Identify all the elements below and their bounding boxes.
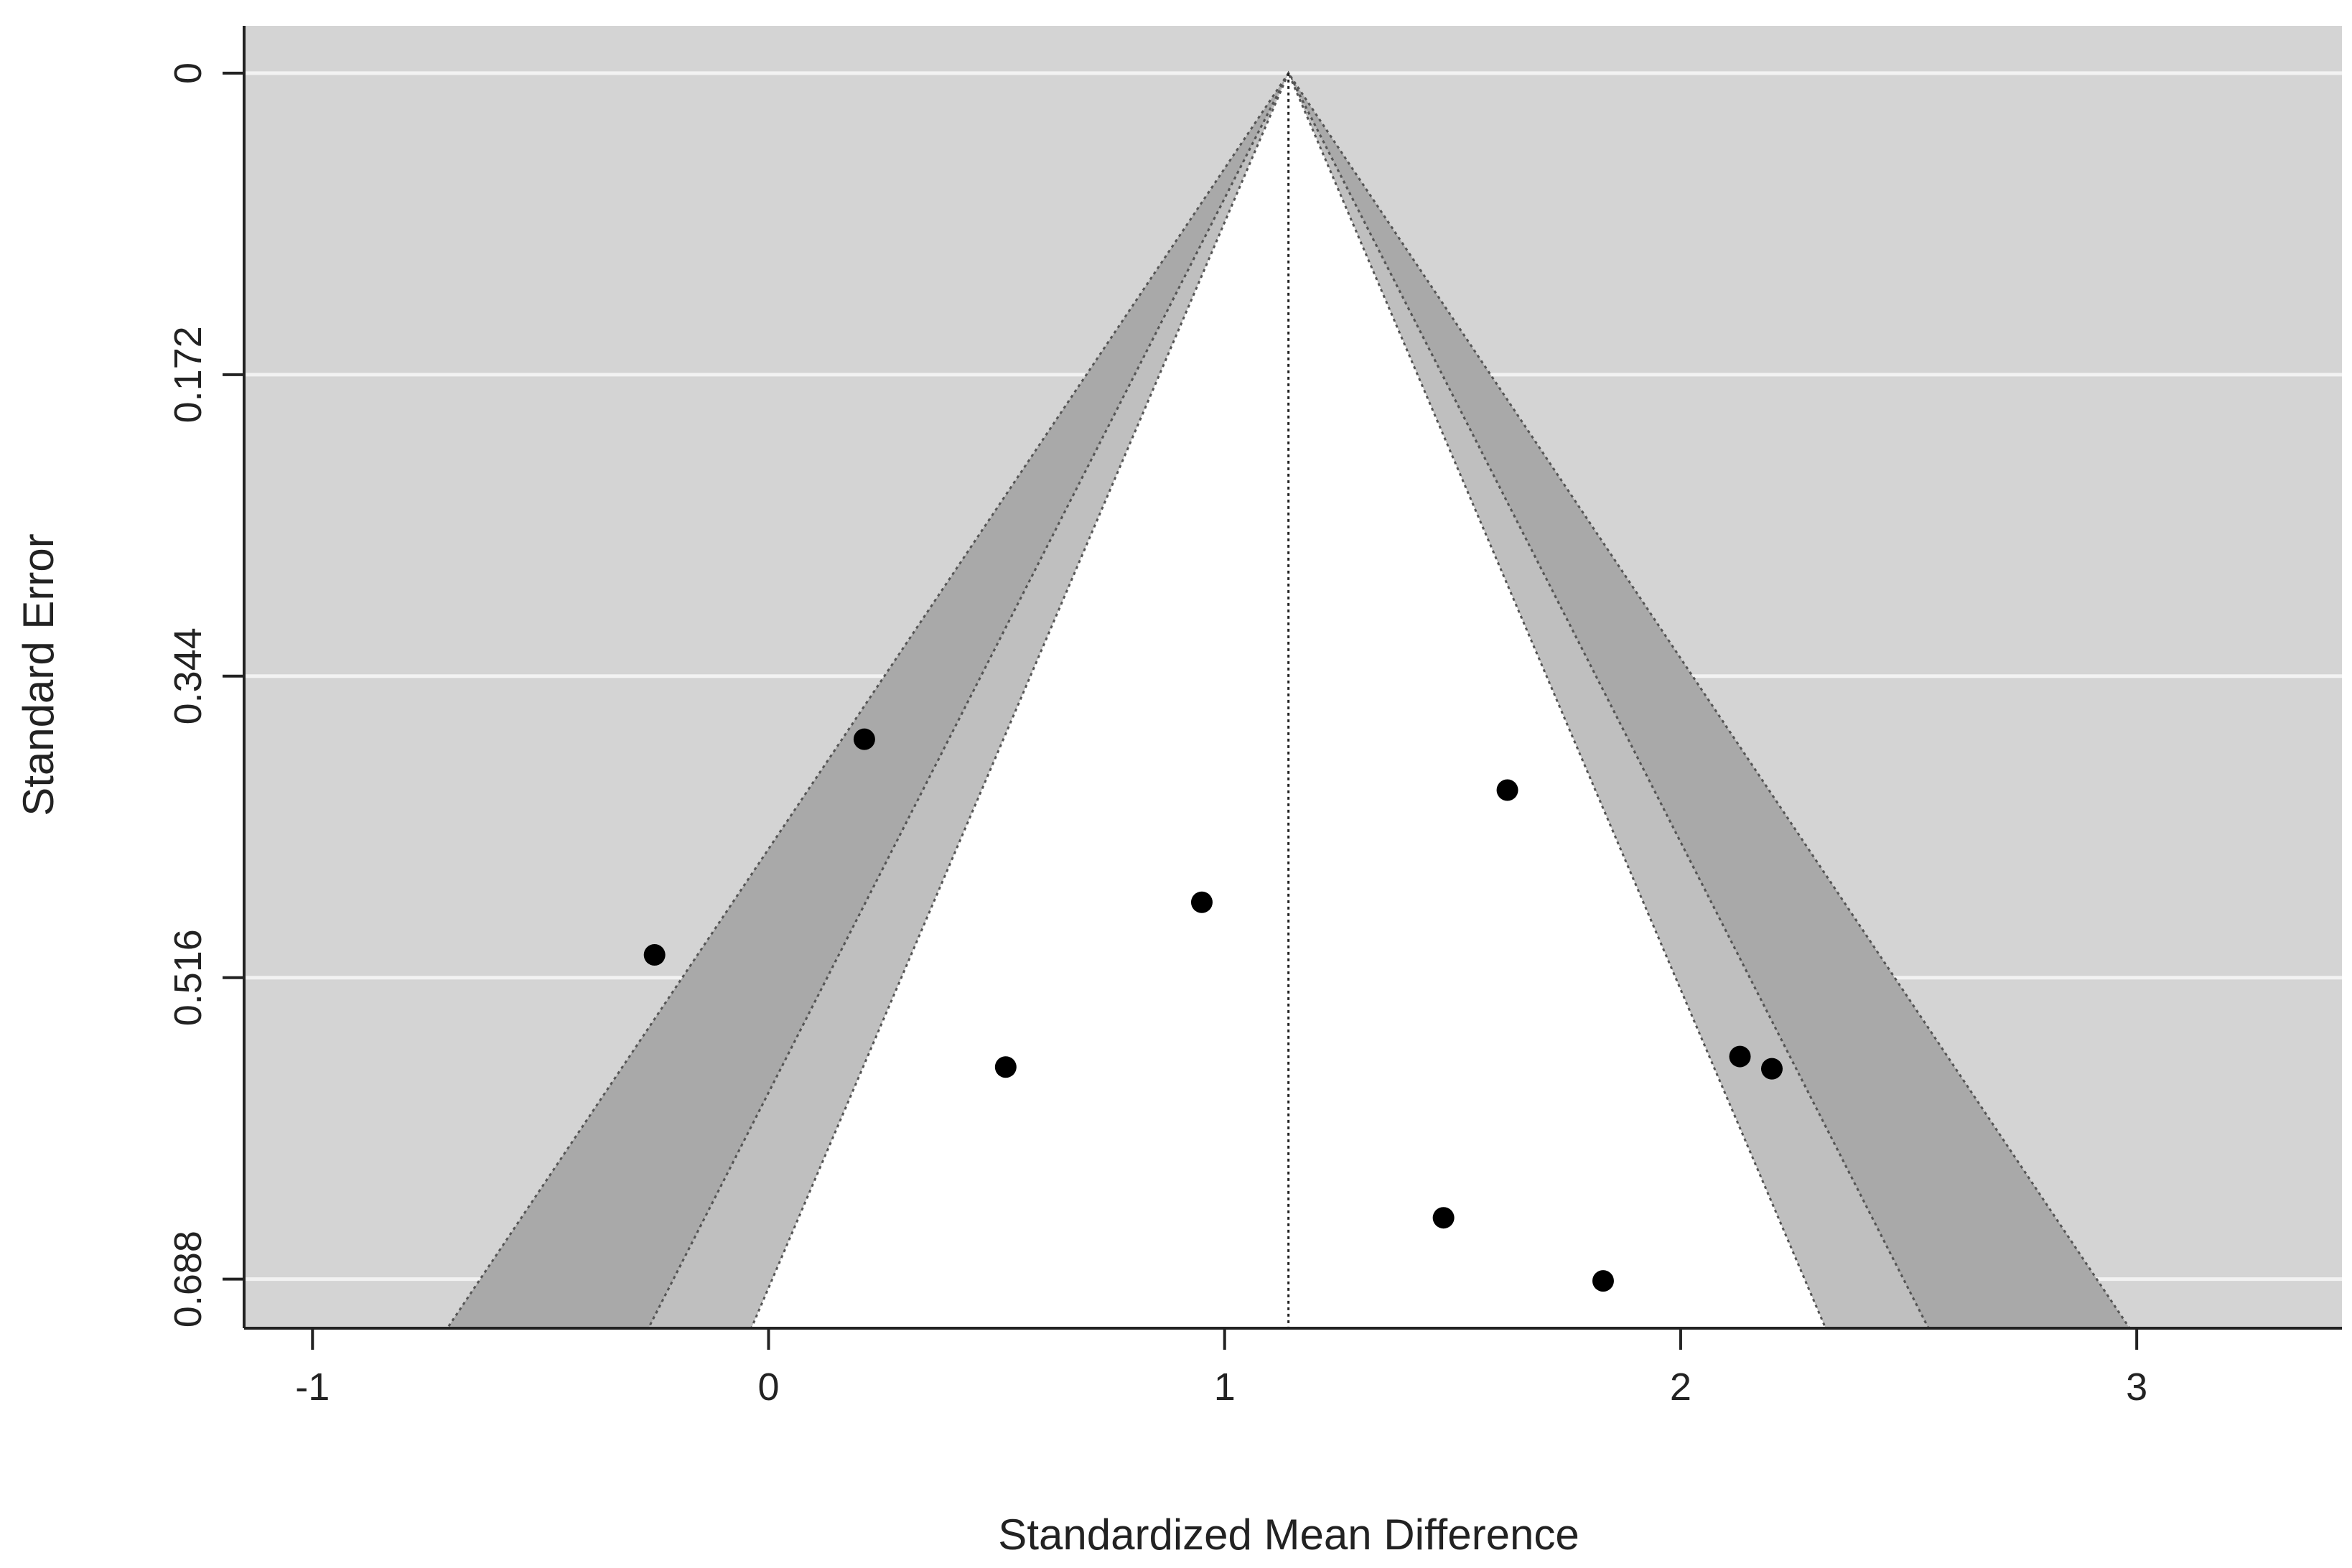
study-point — [643, 943, 666, 966]
y-axis-title: Standard Error — [14, 533, 62, 816]
study-point — [1190, 891, 1213, 913]
x-axis: -1 0 1 2 3 — [244, 1327, 2342, 1409]
x-tick-label: 2 — [1670, 1366, 1691, 1409]
study-point — [1592, 1270, 1614, 1292]
x-tick-label: -1 — [295, 1366, 330, 1409]
x-tick-label: 3 — [2126, 1366, 2147, 1409]
study-point — [1432, 1207, 1455, 1229]
x-axis-title: Standardized Mean Difference — [998, 1511, 1579, 1559]
y-tick-label: 0.688 — [167, 1231, 210, 1327]
study-point — [994, 1056, 1017, 1078]
y-tick-label: 0.172 — [167, 326, 210, 423]
x-tick-label: 0 — [757, 1366, 779, 1409]
y-tick-label: 0 — [167, 62, 210, 84]
study-point — [1729, 1045, 1751, 1068]
y-tick-label: 0.344 — [167, 627, 210, 724]
study-point — [1760, 1058, 1783, 1080]
plot-area — [244, 26, 2342, 1328]
study-point — [853, 728, 875, 750]
study-point — [1496, 779, 1518, 801]
y-tick-label: 0.516 — [167, 929, 210, 1026]
y-axis: 0 0.172 0.344 0.516 0.688 — [167, 26, 246, 1328]
x-tick-label: 1 — [1214, 1366, 1236, 1409]
